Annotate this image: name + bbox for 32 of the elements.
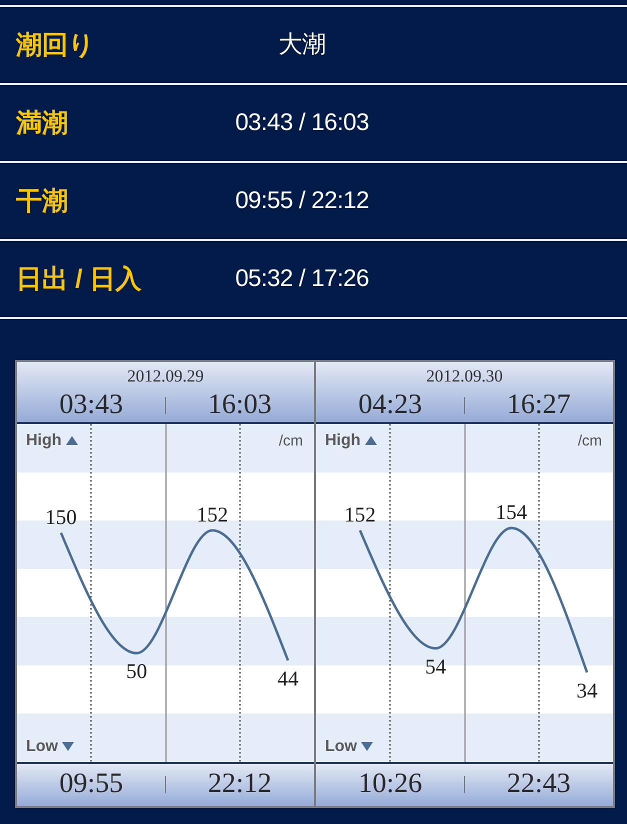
text: 05:32 / 17:26 bbox=[235, 264, 369, 292]
data-label: 34 bbox=[576, 678, 598, 702]
text: Low bbox=[325, 738, 357, 755]
text: 22:43 bbox=[506, 768, 571, 799]
text: 干潮 bbox=[16, 186, 68, 216]
text: High bbox=[26, 432, 62, 449]
text: Low bbox=[26, 738, 58, 755]
text: 潮回り bbox=[16, 30, 95, 60]
text: 03:43 bbox=[59, 389, 124, 420]
text: 満潮 bbox=[16, 108, 68, 138]
data-label: 152 bbox=[196, 502, 228, 526]
y-axis-title: /cm bbox=[578, 432, 602, 450]
text: 03:43 / 16:03 bbox=[235, 108, 369, 136]
text: 10:26 bbox=[358, 768, 422, 799]
text: High bbox=[325, 432, 361, 449]
data-label: 150 bbox=[45, 504, 77, 529]
text: 04:23 bbox=[358, 389, 422, 420]
y-axis-title: /cm bbox=[278, 432, 303, 450]
text: 09:55 / 22:12 bbox=[235, 186, 369, 214]
text: 大潮 bbox=[278, 30, 326, 58]
text: 日出 / 日入 bbox=[16, 264, 142, 294]
data-label: 50 bbox=[126, 659, 148, 684]
text: 09:55 bbox=[59, 768, 124, 799]
chart-title: 2012.09.30 bbox=[426, 366, 503, 386]
data-label: 44 bbox=[278, 666, 299, 690]
chart-title: 2012.09.29 bbox=[127, 366, 204, 386]
data-label: 152 bbox=[344, 502, 376, 526]
text: 22:12 bbox=[208, 768, 272, 799]
data-label: 154 bbox=[496, 500, 528, 524]
data-label: 54 bbox=[425, 654, 447, 678]
text: 16:27 bbox=[506, 389, 571, 420]
text: 16:03 bbox=[208, 389, 272, 420]
